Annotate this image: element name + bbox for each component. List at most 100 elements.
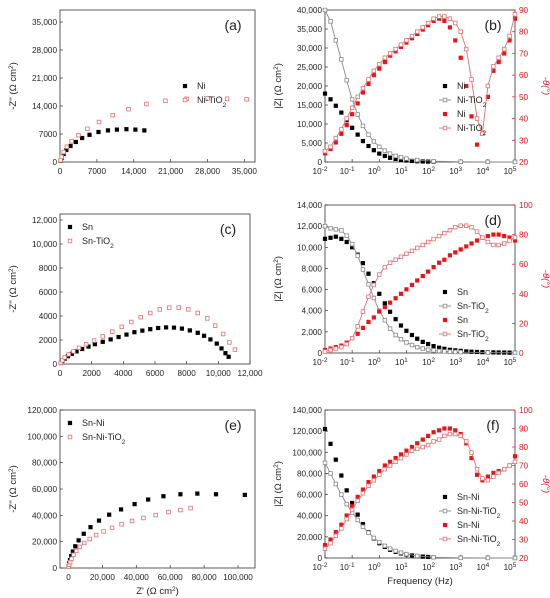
data-point [87,536,92,542]
data-point [458,555,463,561]
data-point [129,319,134,325]
data-point [436,437,442,442]
y-tick-label: 0 [52,360,57,369]
y-tick-label: 4,000 [302,307,323,316]
x-tick-label: 10-2 [313,166,328,177]
legend-marker [442,494,448,500]
data-point [398,455,404,461]
data-point [232,347,238,352]
data-point [420,444,425,450]
legend-label: Sn [457,315,468,325]
x-tick-label: 21,000 [158,167,183,176]
x-tick-label: 100,000 [223,573,253,582]
data-point [420,242,425,248]
legend-marker [442,289,448,295]
y-tick-label: 8,000 [302,264,323,273]
y-right-tick-label: 90 [519,6,529,15]
x-tick-label: 14,000 [121,167,146,176]
data-point [220,331,226,337]
y-tick-label: 0 [317,349,322,358]
y-tick-label: 120,000 [27,406,57,415]
legend-label: Sn-Ni [457,520,480,530]
data-point [100,334,105,339]
data-point [398,452,404,457]
data-point [161,494,166,499]
data-point [447,349,453,354]
data-point [501,466,507,472]
data-point [404,38,409,43]
data-point [355,132,360,137]
data-point [431,16,436,21]
y-tick-label: 35,000 [32,18,57,27]
x-tick-label: 8000 [178,369,197,378]
y-right-tick-label: 0 [519,349,524,358]
data-point [512,454,518,459]
y-right-tick-label: 40 [519,115,529,124]
data-point [377,291,382,296]
x-tick-label: 80,000 [192,573,217,582]
data-point [491,64,496,69]
series-1 [66,491,247,569]
data-point [382,148,388,153]
data-point [124,127,129,132]
data-point [58,158,63,163]
data-point [387,463,393,468]
data-point [447,426,453,431]
data-point [333,346,339,351]
y-right-tick-label: 30 [519,536,529,545]
data-point [453,250,458,255]
data-point [344,341,349,347]
data-point [485,94,490,99]
data-point [119,522,124,527]
data-point [382,305,387,310]
data-point [409,448,415,453]
x-tick-label: 60,000 [158,573,183,582]
data-point [208,337,213,342]
x-tick-label: 10-1 [340,562,355,573]
data-point [377,539,382,545]
data-point [344,122,349,128]
data-point [328,235,333,240]
data-point [179,326,185,331]
y-right-tick-label: 40 [519,290,529,299]
y-right-tick-label: 100 [519,406,533,415]
y-right-tick-label: 50 [519,499,529,508]
data-point [333,135,339,141]
data-point [344,488,349,493]
y-right-tick-label: 20 [519,554,529,563]
data-point [393,153,398,159]
data-point [382,543,388,549]
data-point [156,325,161,331]
data-point [425,347,431,352]
x-axis-label: Z' (Ω cm2) [136,586,179,598]
y-tick-label: 100,000 [292,448,322,457]
y-axis-label: |Z| (Ω cm2) [273,63,285,109]
data-point [68,143,73,149]
data-point [212,323,218,328]
data-point [458,223,463,228]
y-tick-label: 10,000 [297,243,322,252]
data-point [333,234,338,239]
legend-marker [67,224,73,230]
data-point [76,538,81,543]
data-point [502,51,507,56]
data-point [512,16,518,21]
data-point [404,328,409,333]
legend-label: Ni [197,81,206,91]
data-point [60,358,65,363]
data-point [453,38,458,43]
y-tick-label: 120,000 [292,427,322,436]
data-point [398,155,404,160]
data-point [480,235,485,240]
data-point [512,555,518,561]
chart-panel-2: 0 5,000 10,000 15,000 20,000 25,000 30,000 35,0… [273,6,550,176]
data-point [144,101,149,107]
data-point [464,46,469,52]
data-point [431,348,436,353]
data-point [415,553,420,559]
data-point [393,46,398,52]
data-point [458,55,463,60]
data-point [415,336,420,341]
panel-label: (e) [224,417,241,433]
data-point [404,156,409,161]
